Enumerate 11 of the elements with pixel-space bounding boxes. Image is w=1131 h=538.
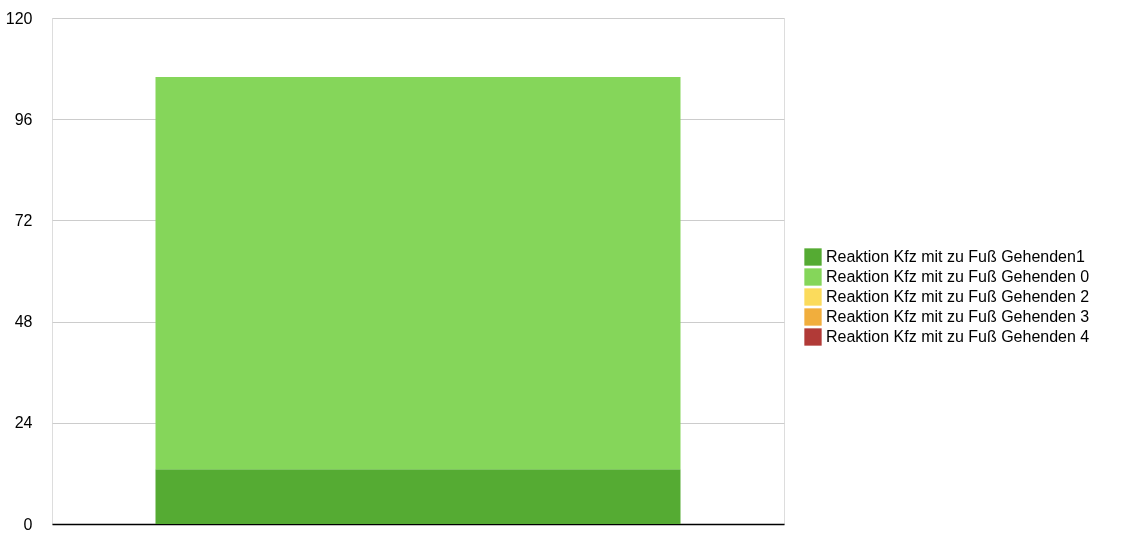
y-tick-label: 120 bbox=[5, 9, 33, 27]
legend-label: Reaktion Kfz mit zu Fuß Gehenden 3 bbox=[826, 308, 1090, 325]
legend-label: Reaktion Kfz mit zu Fuß Gehenden 4 bbox=[826, 328, 1090, 345]
y-tick-label: 48 bbox=[14, 313, 33, 331]
legend-label: Reaktion Kfz mit zu Fuß Gehenden 0 bbox=[826, 268, 1090, 285]
legend-label: Reaktion Kfz mit zu Fuß Gehenden 2 bbox=[826, 288, 1090, 305]
y-tick-label: 72 bbox=[14, 211, 33, 229]
y-tick-label: 96 bbox=[14, 110, 33, 128]
legend-label: Reaktion Kfz mit zu Fuß Gehenden1 bbox=[826, 248, 1085, 265]
y-tick-label: 0 bbox=[23, 515, 33, 533]
y-tick-label: 24 bbox=[14, 414, 33, 432]
